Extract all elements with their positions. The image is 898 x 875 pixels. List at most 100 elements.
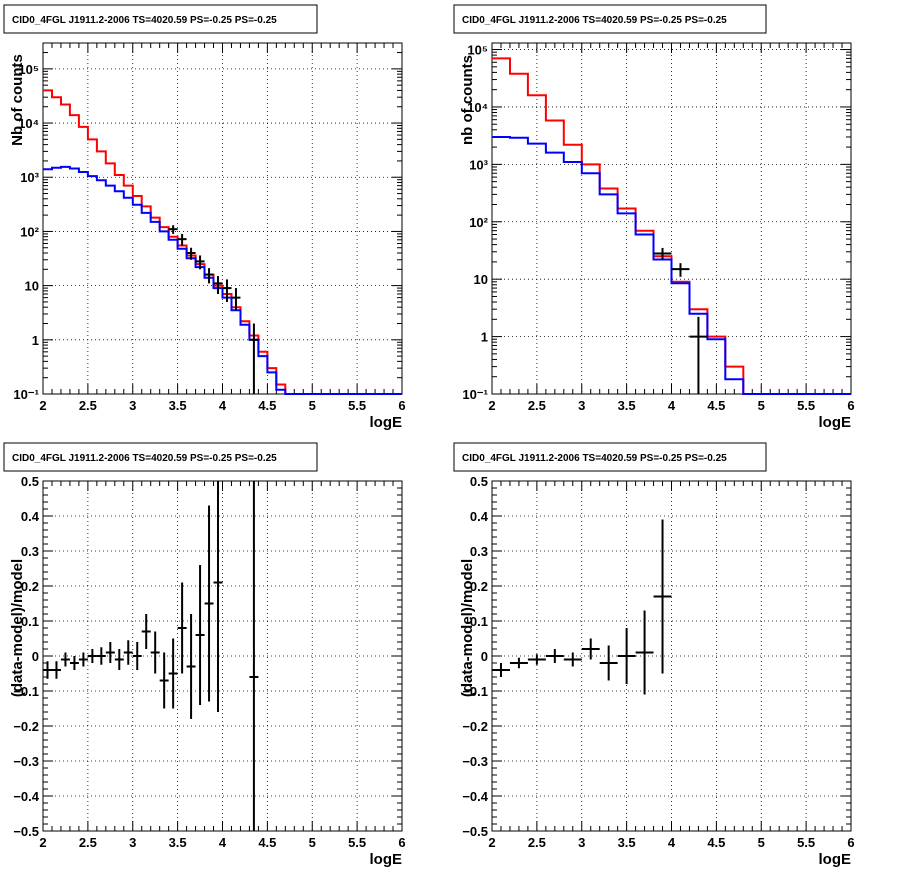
data-point xyxy=(105,642,115,663)
data-point xyxy=(195,565,205,705)
data-point xyxy=(617,628,636,684)
x-tick-label: 5 xyxy=(758,398,765,413)
y-tick-label: −0.5 xyxy=(13,824,39,839)
y-tick-label: 0.1 xyxy=(21,614,39,629)
chart-panel-2: CID0_4FGL J1911.2-2006 TS=4020.59 PS=-0.… xyxy=(453,4,855,431)
x-tick-label: 6 xyxy=(398,835,405,850)
y-tick-label: 0.5 xyxy=(21,474,39,489)
x-tick-label: 2 xyxy=(39,398,46,413)
x-tick-label: 3.5 xyxy=(618,835,636,850)
axis-ticks xyxy=(42,42,403,395)
y-tick-label: −0.3 xyxy=(13,754,39,769)
data-point xyxy=(653,519,672,674)
data-point xyxy=(150,631,160,674)
data-point xyxy=(177,582,187,674)
x-tick-label: 2 xyxy=(488,398,495,413)
x-axis-label: logE xyxy=(819,851,852,868)
x-tick-label: 6 xyxy=(398,398,405,413)
y-tick-label: 10⁴ xyxy=(18,116,39,131)
data-point xyxy=(87,649,97,663)
y-tick-label: 10² xyxy=(20,224,39,239)
x-tick-label: 5 xyxy=(309,398,316,413)
y-tick-label: 10⁴ xyxy=(467,100,488,115)
y-tick-label: 10³ xyxy=(20,170,39,185)
y-tick-label: 0.4 xyxy=(470,509,489,524)
data-point xyxy=(527,654,546,665)
data-point xyxy=(635,610,654,695)
x-tick-label: 2.5 xyxy=(528,398,546,413)
x-tick-label: 4 xyxy=(219,835,227,850)
y-tick-label: −0.2 xyxy=(462,719,488,734)
data-point xyxy=(581,638,600,660)
data-point xyxy=(213,276,223,295)
x-tick-label: 3.5 xyxy=(618,398,636,413)
data-point xyxy=(186,614,196,719)
x-tick-label: 5 xyxy=(758,835,765,850)
data-point xyxy=(249,481,259,831)
x-tick-label: 5.5 xyxy=(797,835,815,850)
y-tick-label: 0.3 xyxy=(21,544,39,559)
y-tick-label: 0.1 xyxy=(470,614,488,629)
title-box xyxy=(453,442,767,472)
y-tick-label: 10⁻¹ xyxy=(13,387,39,402)
y-tick-label: −0.1 xyxy=(13,684,39,699)
data-point xyxy=(96,647,106,665)
data-point xyxy=(599,645,618,681)
data-point xyxy=(69,656,79,670)
axis-ticks xyxy=(491,43,852,395)
y-tick-label: 1 xyxy=(32,333,39,348)
y-tick-label: 0 xyxy=(32,649,39,664)
x-tick-label: 2 xyxy=(488,835,495,850)
data-point xyxy=(114,649,124,670)
title-box xyxy=(3,4,318,34)
y-tick-label: −0.4 xyxy=(462,789,488,804)
y-tick-label: 10⁻¹ xyxy=(462,387,488,402)
data-point xyxy=(159,652,169,709)
y-tick-label: 0.2 xyxy=(21,579,39,594)
data-point xyxy=(689,316,708,394)
series-line-blue xyxy=(43,165,402,395)
x-tick-label: 2.5 xyxy=(79,398,97,413)
x-tick-label: 5.5 xyxy=(797,398,815,413)
y-tick-label: 0.4 xyxy=(21,509,40,524)
data-point xyxy=(43,661,52,679)
title-box xyxy=(3,442,318,472)
y-tick-label: 10⁵ xyxy=(18,62,39,77)
data-point xyxy=(563,652,582,667)
y-axis-label: nb of counts xyxy=(459,55,476,145)
data-point xyxy=(51,661,61,679)
y-tick-label: 10 xyxy=(474,272,488,287)
data-points xyxy=(168,225,259,394)
x-tick-label: 5.5 xyxy=(348,398,366,413)
data-point xyxy=(186,247,196,260)
chart-title: CID0_4FGL J1911.2-2006 TS=4020.59 PS=-0.… xyxy=(462,453,727,464)
chart-title: CID0_4FGL J1911.2-2006 TS=4020.59 PS=-0.… xyxy=(12,453,277,464)
x-tick-label: 2.5 xyxy=(528,835,546,850)
x-tick-label: 4 xyxy=(668,835,676,850)
x-tick-label: 6 xyxy=(847,398,854,413)
x-axis-label: logE xyxy=(370,851,403,868)
data-point xyxy=(249,323,259,394)
x-tick-label: 2 xyxy=(39,835,46,850)
data-point xyxy=(204,505,214,702)
x-tick-label: 4 xyxy=(219,398,227,413)
data-points xyxy=(43,481,259,831)
y-axis-label: Nb of counts xyxy=(9,54,26,146)
x-tick-label: 3.5 xyxy=(169,835,187,850)
data-point xyxy=(168,638,178,709)
y-axis-label: (data-model)/model xyxy=(9,559,26,697)
y-tick-label: 10² xyxy=(469,215,488,230)
data-point xyxy=(204,268,214,284)
data-point xyxy=(195,255,205,270)
y-tick-label: −0.4 xyxy=(13,789,39,804)
series-line-blue xyxy=(492,136,851,395)
data-point xyxy=(168,225,178,234)
data-point xyxy=(492,663,510,677)
y-tick-label: −0.1 xyxy=(462,684,488,699)
x-axis-label: logE xyxy=(370,414,403,431)
chart-title: CID0_4FGL J1911.2-2006 TS=4020.59 PS=-0.… xyxy=(462,15,727,26)
x-tick-label: 3.5 xyxy=(169,398,187,413)
x-tick-label: 3 xyxy=(129,398,136,413)
y-tick-label: 0.3 xyxy=(470,544,488,559)
